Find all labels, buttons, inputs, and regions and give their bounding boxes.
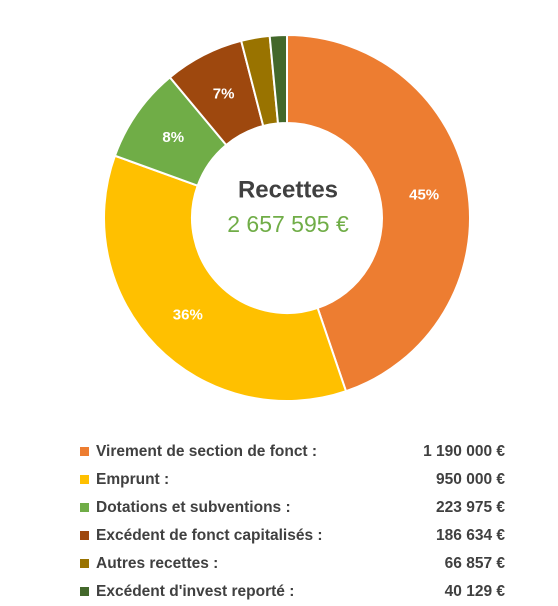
legend-value: 1 190 000 € <box>423 443 505 460</box>
chart-title: Recettes <box>238 176 338 203</box>
legend-label: Virement de section de fonct : <box>96 443 317 460</box>
legend-swatch <box>80 475 89 484</box>
slice-label: 45% <box>409 186 439 203</box>
legend-value: 186 634 € <box>436 527 505 544</box>
slice <box>103 154 348 402</box>
legend-label: Dotations et subventions : <box>96 499 291 516</box>
legend-swatch <box>80 587 89 596</box>
legend-swatch <box>80 559 89 568</box>
legend-value: 223 975 € <box>436 499 505 516</box>
slice-label: 7% <box>213 85 235 102</box>
legend-value: 40 129 € <box>445 583 506 600</box>
legend-label: Excédent d'invest reporté : <box>96 583 294 600</box>
legend-value: 66 857 € <box>445 555 506 572</box>
legend-label: Autres recettes : <box>96 555 218 572</box>
slice <box>268 33 288 125</box>
slice <box>286 33 471 393</box>
chart-total: 2 657 595 € <box>227 211 349 237</box>
slice-label: 36% <box>173 306 203 323</box>
legend-label: Excédent de fonct capitalisés : <box>96 527 323 544</box>
legend-label: Emprunt : <box>96 471 169 488</box>
legend-value: 950 000 € <box>436 471 505 488</box>
legend-swatch <box>80 503 89 512</box>
legend-swatch <box>80 531 89 540</box>
legend-swatch <box>80 447 89 456</box>
slice-label: 8% <box>162 129 184 146</box>
